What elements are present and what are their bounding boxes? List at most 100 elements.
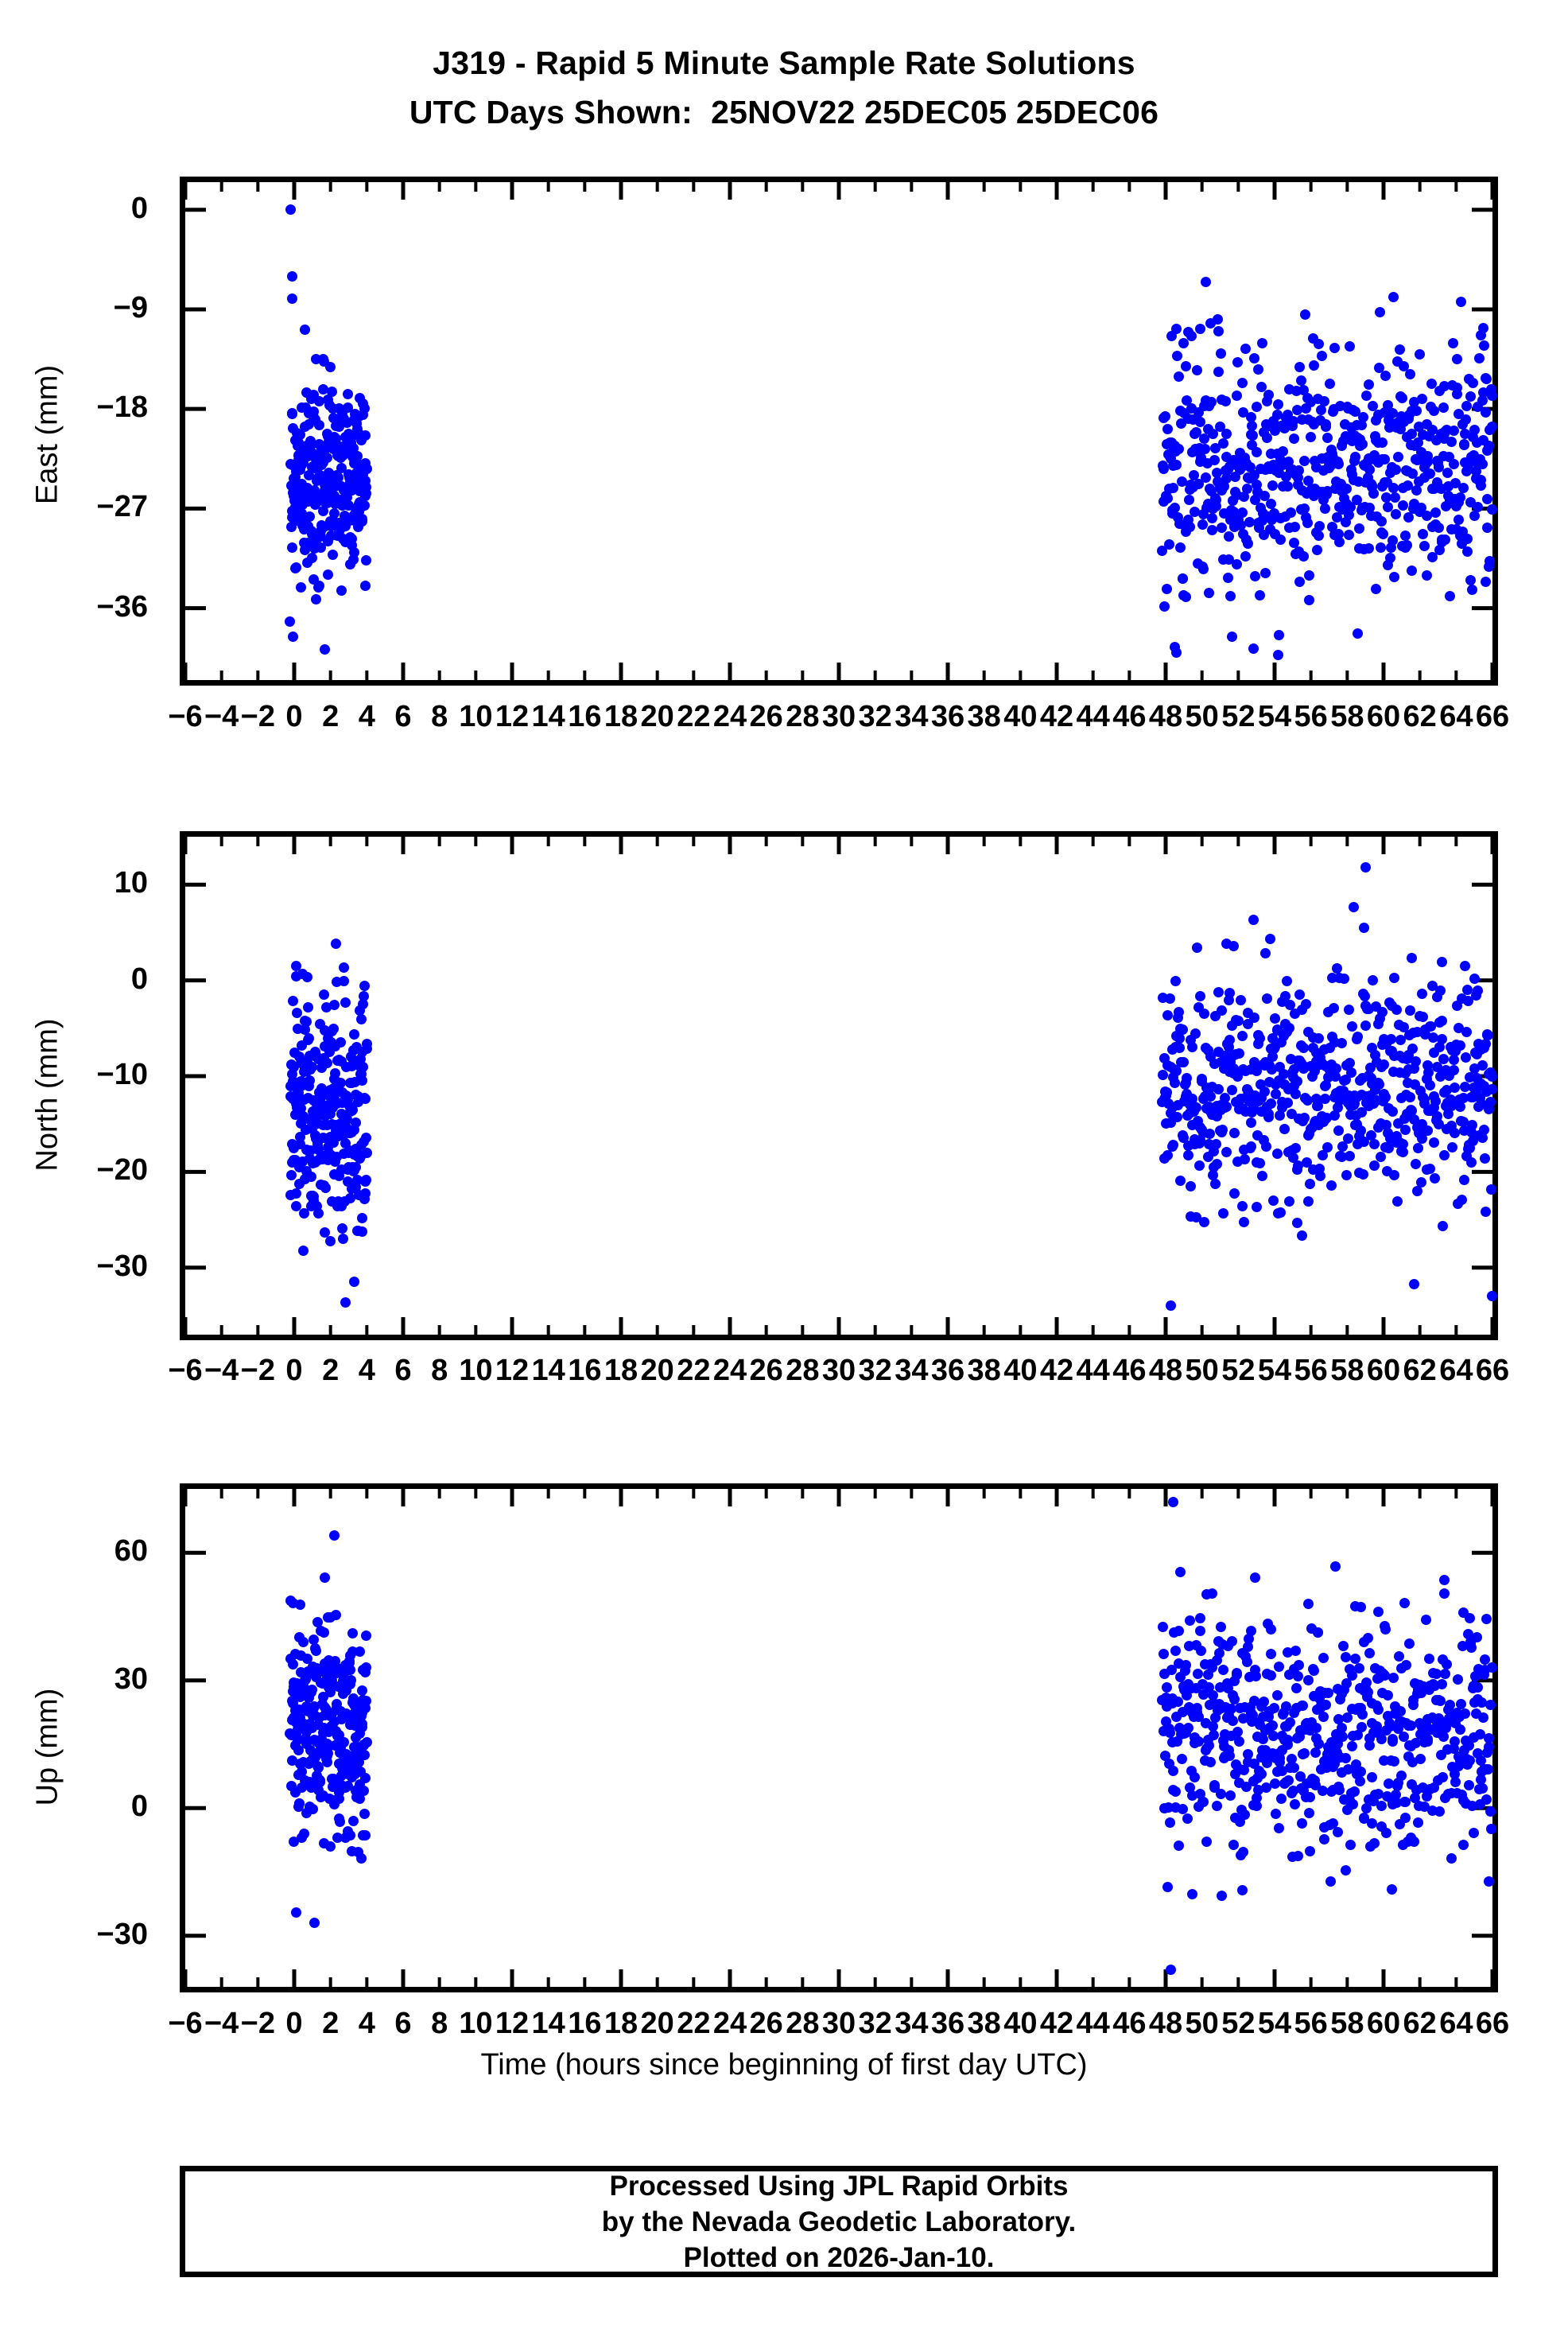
data-point bbox=[1298, 1700, 1309, 1711]
data-point bbox=[1270, 1808, 1281, 1819]
data-point bbox=[1471, 1631, 1482, 1642]
data-point bbox=[1256, 1171, 1267, 1182]
data-point bbox=[1180, 1660, 1191, 1671]
data-point bbox=[355, 1852, 367, 1864]
data-point bbox=[357, 516, 368, 527]
data-point bbox=[1191, 426, 1202, 437]
data-point bbox=[1368, 1837, 1380, 1848]
data-point bbox=[1304, 1178, 1315, 1189]
data-point bbox=[1314, 1739, 1325, 1750]
data-point bbox=[312, 1208, 324, 1219]
data-point bbox=[1266, 1623, 1277, 1635]
data-point bbox=[1217, 1005, 1228, 1016]
data-point bbox=[1264, 933, 1275, 944]
data-point bbox=[1217, 523, 1228, 534]
y-tick-label: 0 bbox=[130, 1790, 148, 1824]
data-point bbox=[1240, 1809, 1251, 1821]
data-point bbox=[1197, 519, 1208, 531]
data-point bbox=[1294, 1660, 1305, 1671]
data-point bbox=[1310, 1722, 1322, 1733]
footer-box: Processed Using JPL Rapid Orbits by the … bbox=[180, 2166, 1498, 2277]
data-point bbox=[1218, 481, 1229, 492]
data-point bbox=[287, 408, 298, 419]
data-point bbox=[354, 1646, 365, 1657]
data-point bbox=[1355, 1767, 1366, 1778]
data-point bbox=[1439, 1150, 1450, 1161]
data-point bbox=[309, 1191, 320, 1202]
data-point bbox=[1250, 1572, 1261, 1584]
data-point bbox=[338, 962, 349, 973]
data-point bbox=[1485, 1700, 1496, 1711]
data-point bbox=[347, 1815, 359, 1826]
data-point bbox=[1416, 1177, 1427, 1188]
data-point bbox=[1252, 1202, 1263, 1213]
data-point bbox=[1485, 1184, 1496, 1195]
data-point bbox=[1388, 1169, 1399, 1180]
data-point bbox=[1364, 1647, 1376, 1658]
data-point bbox=[287, 631, 298, 642]
data-point bbox=[297, 1636, 309, 1647]
data-point bbox=[347, 1627, 359, 1638]
data-point bbox=[1290, 1798, 1301, 1809]
data-point bbox=[1173, 1006, 1184, 1017]
data-point bbox=[1183, 1723, 1194, 1734]
data-point bbox=[1175, 1566, 1186, 1577]
data-point bbox=[1483, 1030, 1494, 1041]
data-point bbox=[296, 582, 306, 593]
data-point bbox=[359, 1750, 371, 1761]
data-point bbox=[1391, 1005, 1402, 1016]
data-point-outlier bbox=[287, 270, 298, 282]
page-title: J319 - Rapid 5 Minute Sample Rate Soluti… bbox=[433, 45, 1135, 81]
data-point bbox=[1212, 467, 1223, 478]
data-point bbox=[1270, 1013, 1281, 1024]
data-point bbox=[1449, 1082, 1460, 1093]
data-point bbox=[1485, 1096, 1496, 1107]
data-point bbox=[1463, 1780, 1474, 1791]
data-point bbox=[351, 451, 363, 462]
data-point bbox=[1421, 1615, 1432, 1626]
data-point bbox=[361, 1148, 372, 1159]
data-point bbox=[1228, 1839, 1239, 1850]
data-point bbox=[1325, 1875, 1337, 1887]
data-point bbox=[1175, 1176, 1186, 1187]
data-point bbox=[335, 1817, 346, 1828]
data-point bbox=[1231, 390, 1242, 401]
data-point bbox=[305, 435, 316, 446]
data-point bbox=[1194, 324, 1205, 335]
data-point bbox=[1275, 1207, 1287, 1218]
data-point bbox=[1441, 1659, 1452, 1670]
data-point bbox=[1266, 1098, 1277, 1110]
data-point bbox=[1468, 1827, 1479, 1838]
data-point bbox=[1297, 1818, 1308, 1829]
data-point-outlier bbox=[1360, 862, 1371, 873]
data-point bbox=[1210, 1178, 1221, 1189]
data-point bbox=[1399, 1124, 1411, 1135]
data-point bbox=[1368, 1138, 1380, 1149]
data-point bbox=[1356, 1601, 1367, 1612]
data-point bbox=[1485, 1806, 1496, 1817]
data-point bbox=[1395, 1770, 1407, 1781]
data-point bbox=[1313, 1627, 1324, 1638]
data-point bbox=[333, 472, 344, 483]
data-point bbox=[1337, 1641, 1349, 1652]
data-point bbox=[328, 1023, 339, 1034]
data-point bbox=[1388, 1672, 1399, 1683]
data-point bbox=[1303, 1599, 1314, 1609]
data-point bbox=[1170, 1078, 1181, 1089]
data-point bbox=[1478, 1712, 1489, 1723]
data-point bbox=[1341, 1169, 1352, 1180]
data-point bbox=[1199, 1008, 1210, 1019]
data-point bbox=[1268, 1195, 1279, 1207]
data-point bbox=[362, 1044, 373, 1055]
data-point bbox=[346, 1674, 357, 1685]
x-tick-labels-up: −6 −4 −2 0 2 4 6 8 10 12 14 16 18 20 22 24 26 28 30 32 34 36 3… bbox=[168, 2007, 1509, 2045]
data-point bbox=[1164, 993, 1175, 1004]
data-point-outlier bbox=[1166, 1300, 1177, 1312]
data-point bbox=[1292, 1076, 1303, 1087]
data-point bbox=[1170, 1646, 1181, 1657]
data-point bbox=[1205, 1756, 1216, 1767]
data-point bbox=[1256, 1768, 1267, 1779]
data-point bbox=[1178, 338, 1190, 349]
data-point bbox=[321, 453, 332, 464]
data-point bbox=[1483, 1742, 1494, 1753]
